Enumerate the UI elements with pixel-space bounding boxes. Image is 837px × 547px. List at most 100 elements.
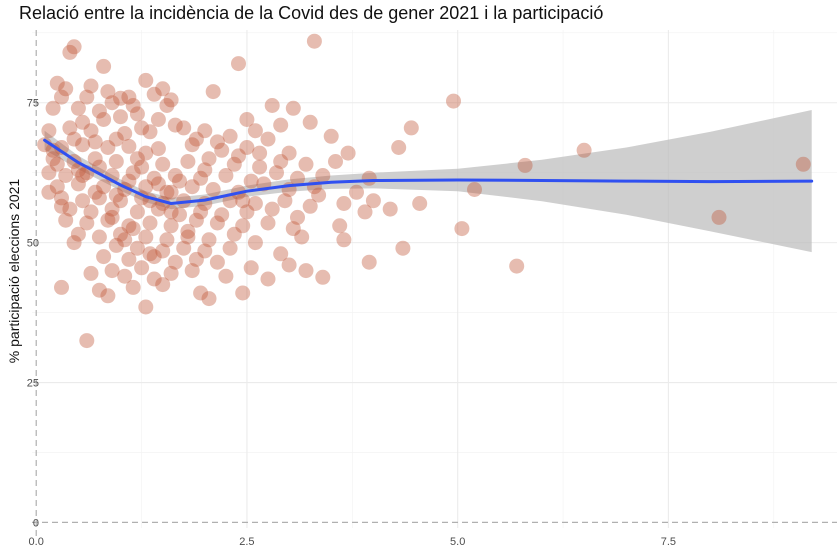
scatter-point bbox=[108, 154, 124, 169]
scatter-point bbox=[167, 254, 183, 270]
scatter-point bbox=[209, 215, 225, 231]
scatter-point bbox=[100, 84, 116, 100]
scatter-point bbox=[247, 123, 263, 139]
scatter-point bbox=[172, 173, 187, 189]
scatter-point bbox=[70, 226, 86, 242]
scatter-point bbox=[290, 209, 305, 225]
scatter-point bbox=[100, 288, 116, 304]
scatter-point bbox=[121, 218, 137, 234]
x-tick-label: 5.0 bbox=[450, 536, 465, 547]
scatter-point bbox=[361, 254, 377, 270]
scatter-point bbox=[361, 170, 377, 186]
scatter-point bbox=[239, 204, 255, 220]
reference-lines bbox=[32, 30, 837, 540]
scatter-point bbox=[108, 131, 124, 147]
scatter-point bbox=[41, 123, 57, 139]
scatter-point bbox=[260, 131, 276, 147]
scatter-point bbox=[273, 117, 289, 133]
scatter-point bbox=[49, 179, 65, 195]
scatter-point bbox=[201, 232, 217, 248]
scatter-point bbox=[294, 229, 310, 245]
scatter-point bbox=[252, 159, 268, 175]
scatter-point bbox=[281, 257, 297, 273]
scatter-point bbox=[138, 145, 154, 161]
scatter-point bbox=[365, 193, 381, 209]
scatter-point bbox=[96, 112, 112, 127]
scatter-point bbox=[150, 176, 166, 192]
scatter-point bbox=[795, 156, 811, 172]
scatter-point bbox=[134, 260, 150, 276]
scatter-point bbox=[104, 95, 120, 111]
scatter-point bbox=[155, 81, 171, 97]
scatter-point bbox=[239, 140, 255, 155]
scatter-point bbox=[298, 263, 314, 279]
y-tick-label: 75 bbox=[27, 98, 39, 110]
scatter-point bbox=[172, 207, 187, 223]
scatter-point bbox=[138, 72, 154, 88]
scatter-point bbox=[134, 159, 150, 175]
scatter-point bbox=[75, 168, 91, 183]
scatter-point bbox=[66, 131, 82, 147]
scatter-point bbox=[117, 126, 133, 141]
chart-title: Relació entre la incidència de la Covid … bbox=[19, 3, 603, 23]
scatter-point bbox=[155, 277, 171, 293]
scatter-point bbox=[235, 193, 251, 209]
scatter-point bbox=[121, 251, 137, 267]
scatter-point bbox=[87, 134, 103, 150]
scatter-point bbox=[239, 112, 255, 127]
scatter-point bbox=[306, 33, 322, 49]
scatter-point bbox=[235, 218, 251, 234]
scatter-point bbox=[150, 141, 166, 157]
scatter-point bbox=[163, 265, 179, 281]
x-tick-label: 7.5 bbox=[661, 536, 676, 547]
scatter-point bbox=[193, 170, 209, 186]
scatter-point bbox=[176, 120, 192, 136]
scatter-point bbox=[96, 249, 112, 265]
scatter-point bbox=[247, 235, 263, 251]
scatter-point bbox=[58, 212, 74, 228]
scatter-point bbox=[108, 187, 124, 203]
scatter-point bbox=[75, 137, 91, 153]
scatter-point bbox=[138, 299, 154, 315]
scatter-point bbox=[454, 221, 470, 237]
scatter-point bbox=[403, 120, 419, 136]
scatter-point bbox=[146, 170, 162, 186]
scatter-point bbox=[197, 243, 213, 259]
scatter-point bbox=[117, 268, 133, 284]
scatter-point bbox=[79, 333, 95, 349]
x-tick-label: 2.5 bbox=[239, 536, 254, 547]
scatter-point bbox=[108, 237, 124, 253]
scatter-point bbox=[159, 98, 175, 113]
x-axis-ticks: 0.0 2.5 5.0 7.5 bbox=[29, 536, 676, 547]
scatter-point bbox=[54, 140, 69, 155]
scatter-point bbox=[205, 84, 221, 100]
scatter-point bbox=[121, 89, 137, 105]
scatter-point bbox=[328, 154, 343, 169]
scatter-point bbox=[96, 58, 112, 74]
scatter-point bbox=[273, 154, 289, 169]
scatter-point bbox=[91, 282, 107, 298]
scatter-point bbox=[142, 246, 158, 262]
scatter-point bbox=[205, 182, 221, 197]
y-axis-label: % participació eleccions 2021 bbox=[6, 179, 22, 364]
scatter-point bbox=[315, 168, 331, 183]
scatter-point bbox=[91, 190, 107, 206]
scatter-point bbox=[113, 109, 128, 125]
scatter-point bbox=[311, 187, 327, 203]
scatter-point bbox=[87, 151, 103, 167]
scatter-point bbox=[201, 291, 217, 307]
scatter-points bbox=[37, 33, 811, 349]
scatter-point bbox=[218, 168, 234, 183]
scatter-point bbox=[269, 165, 284, 181]
scatter-point bbox=[285, 100, 301, 116]
scatter-point bbox=[121, 173, 137, 189]
scatter-point bbox=[285, 221, 301, 237]
scatter-point bbox=[49, 156, 65, 172]
scatter-point bbox=[264, 98, 280, 113]
scatter-point bbox=[197, 123, 213, 139]
scatter-point bbox=[243, 173, 259, 189]
scatter-point bbox=[188, 251, 204, 267]
scatter-point bbox=[222, 128, 238, 144]
scatter-point bbox=[509, 258, 525, 274]
